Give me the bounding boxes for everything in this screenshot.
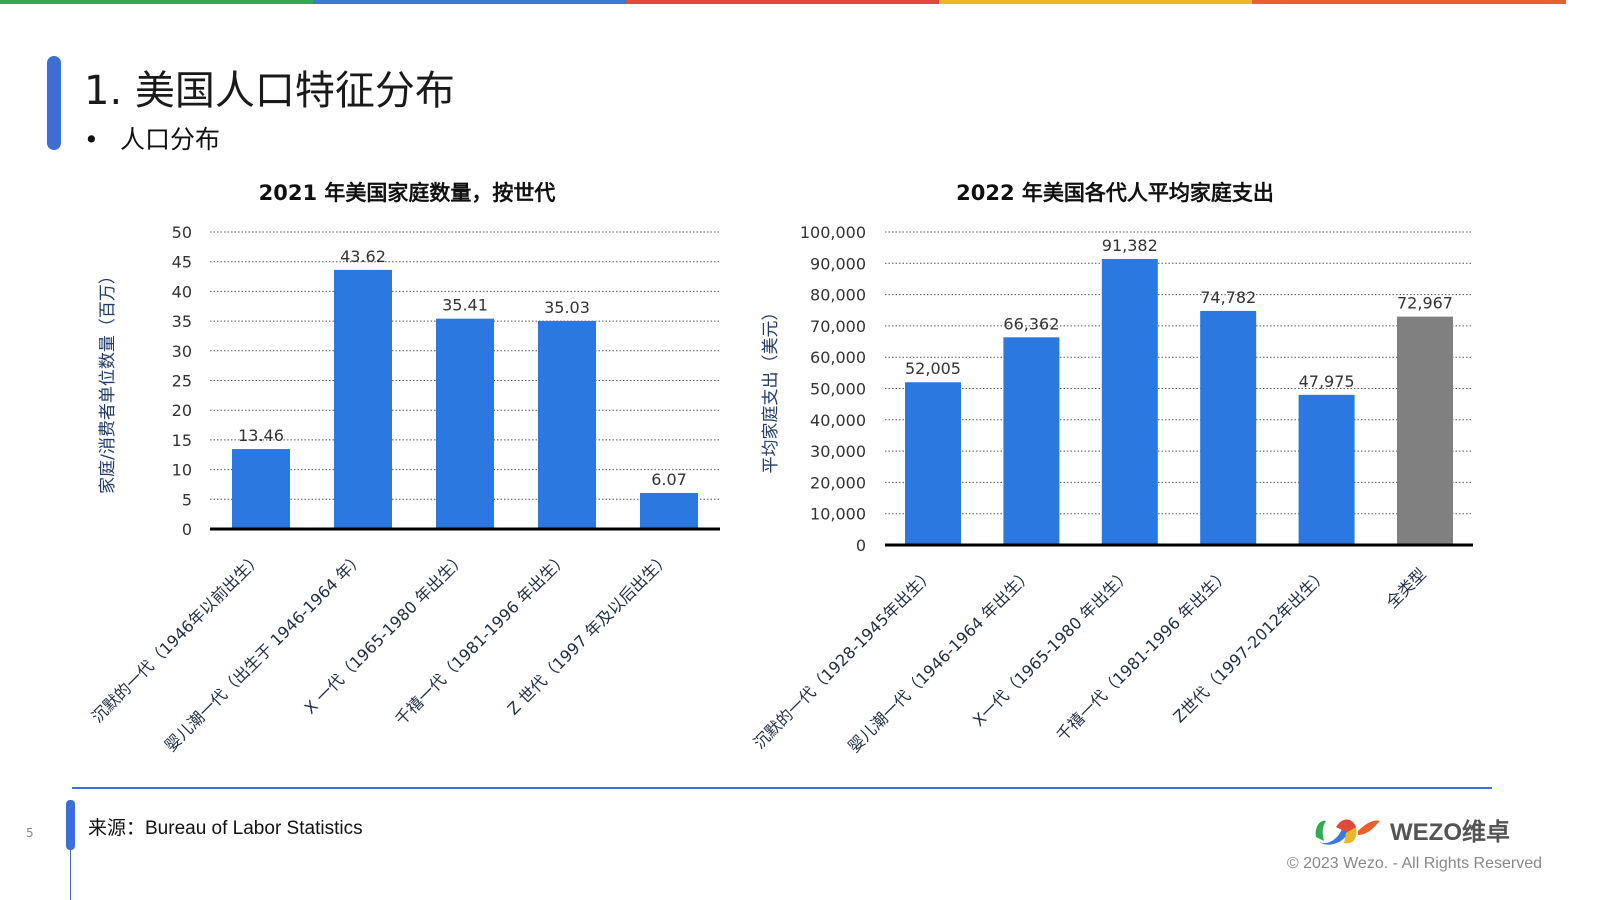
footer-divider bbox=[72, 787, 1492, 789]
y-tick-label: 30 bbox=[172, 342, 192, 361]
data-label: 52,005 bbox=[905, 359, 961, 378]
bar bbox=[1397, 316, 1453, 545]
y-tick-label: 30,000 bbox=[810, 442, 866, 461]
bar bbox=[232, 449, 290, 529]
stripe-segment bbox=[0, 0, 314, 4]
data-label: 91,382 bbox=[1102, 236, 1158, 255]
y-axis-title: 家庭/消费者单位数量（百万） bbox=[98, 267, 118, 494]
data-label: 6.07 bbox=[651, 470, 687, 489]
data-label: 66,362 bbox=[1003, 314, 1059, 333]
y-tick-label: 40 bbox=[172, 282, 192, 301]
data-label: 74,782 bbox=[1200, 288, 1256, 307]
chart-title: 2022 年美国各代人平均家庭支出 bbox=[956, 181, 1274, 205]
chart-title: 2021 年美国家庭数量，按世代 bbox=[259, 181, 556, 205]
data-label: 72,967 bbox=[1397, 294, 1453, 313]
y-tick-label: 0 bbox=[856, 536, 866, 555]
stripe-segment bbox=[1252, 0, 1566, 4]
bar bbox=[1200, 310, 1257, 545]
y-tick-label: 35 bbox=[172, 312, 192, 331]
bar bbox=[1101, 258, 1158, 545]
y-tick-label: 45 bbox=[172, 253, 192, 272]
bar bbox=[1298, 394, 1355, 545]
y-axis-title: 平均家庭支出（美元） bbox=[761, 304, 781, 474]
bar bbox=[334, 269, 392, 529]
y-tick-label: 15 bbox=[172, 431, 192, 450]
x-tick-label: 全类型 bbox=[1382, 564, 1429, 611]
y-tick-label: 20 bbox=[172, 401, 192, 420]
y-tick-label: 100,000 bbox=[800, 223, 866, 242]
copyright: © 2023 Wezo. - All Rights Reserved bbox=[1286, 855, 1542, 872]
stripe-segment bbox=[626, 0, 940, 4]
y-tick-label: 50,000 bbox=[810, 380, 866, 399]
y-tick-label: 60,000 bbox=[810, 348, 866, 367]
x-tick-label: X 一代（1965-1980 年出生） bbox=[301, 548, 470, 717]
charts-canvas: 2021 年美国家庭数量，按世代 0 5 10 15 20 25 30 35 40 45 50 家庭/消… bbox=[88, 181, 1473, 756]
page-number: 5 bbox=[26, 826, 34, 840]
title-accent-bar bbox=[47, 56, 61, 150]
y-tick-label: 20,000 bbox=[810, 473, 866, 492]
source-accent-line bbox=[70, 845, 71, 900]
page-title: 1. 美国人口特征分布 bbox=[84, 68, 455, 114]
y-tick-label: 70,000 bbox=[810, 317, 866, 336]
bar bbox=[436, 318, 494, 529]
y-tick-label: 90,000 bbox=[810, 254, 866, 273]
data-label: 35.03 bbox=[544, 298, 590, 317]
data-label: 47,975 bbox=[1299, 372, 1355, 391]
x-tick-label: 婴儿潮一代（1946-1964 年出生） bbox=[844, 564, 1036, 756]
x-tick-label: 千禧一代（1981-1996 年出生） bbox=[391, 548, 572, 729]
wezo-logo-icon bbox=[1315, 819, 1380, 845]
stripe-segment bbox=[313, 0, 627, 4]
bullet-item: • 人口分布 bbox=[84, 120, 220, 156]
data-label: 35.41 bbox=[442, 296, 488, 315]
x-tick-label: 沉默的一代（1946年以前出生） bbox=[88, 548, 266, 726]
x-tick-label: 沉默的一代（1928-1945年出生） bbox=[750, 564, 938, 752]
y-tick-label: 5 bbox=[182, 490, 192, 509]
x-tick-label: 千禧一代（1981-1996 年出生） bbox=[1052, 564, 1233, 745]
y-tick-label: 0 bbox=[182, 520, 192, 539]
bullet-text: 人口分布 bbox=[120, 125, 221, 154]
x-tick-label: Z世代（1997-2012年出生） bbox=[1169, 564, 1331, 726]
x-tick-label: 婴儿潮一代（出生于 1946-1964 年） bbox=[161, 548, 368, 755]
x-tick-label: Z 世代（1997 年及以后出生） bbox=[504, 548, 674, 718]
bullet-dot: • bbox=[84, 125, 99, 154]
bar bbox=[1003, 337, 1060, 545]
y-tick-label: 80,000 bbox=[810, 286, 866, 305]
bar bbox=[640, 492, 698, 529]
wezo-logo: WEZO维卓 bbox=[1312, 812, 1510, 847]
y-tick-label: 40,000 bbox=[810, 411, 866, 430]
bar bbox=[905, 382, 961, 545]
logo-text: WEZO维卓 bbox=[1390, 819, 1510, 846]
y-tick-label: 50 bbox=[172, 223, 192, 242]
source-accent-bar bbox=[66, 800, 75, 850]
stripe-segment bbox=[939, 0, 1253, 4]
data-label: 43.62 bbox=[340, 247, 386, 266]
y-tick-label: 10 bbox=[172, 461, 192, 480]
x-tick-label: X一代（1965-1980 年出生） bbox=[969, 564, 1135, 730]
y-tick-label: 25 bbox=[172, 372, 192, 391]
data-label: 13.46 bbox=[238, 426, 284, 445]
bar bbox=[538, 320, 596, 529]
y-tick-label: 10,000 bbox=[810, 505, 866, 524]
source-text: 来源：Bureau of Labor Statistics bbox=[88, 818, 363, 839]
